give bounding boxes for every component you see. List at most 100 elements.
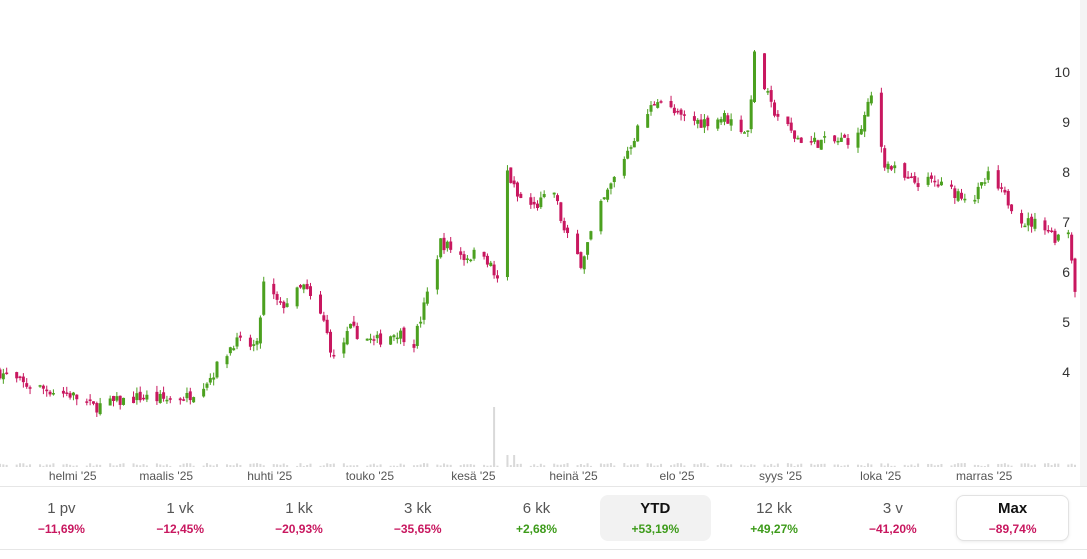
volume-bar bbox=[69, 464, 72, 467]
candle-body bbox=[649, 105, 653, 112]
range-button-1-day[interactable]: 1 pv −11,69% bbox=[6, 495, 117, 541]
candle-body bbox=[365, 338, 369, 341]
volume-bar bbox=[279, 464, 282, 467]
volume-bar bbox=[29, 464, 32, 467]
volume-bar bbox=[940, 463, 943, 467]
candle-body bbox=[485, 255, 489, 265]
volume-bar bbox=[536, 465, 539, 467]
range-button-3-years[interactable]: 3 v −41,20% bbox=[837, 495, 948, 541]
candle-body bbox=[926, 176, 930, 185]
candle-body bbox=[936, 184, 940, 187]
range-label: Max bbox=[998, 500, 1028, 517]
candle-body bbox=[342, 342, 346, 354]
volume-bar bbox=[473, 464, 476, 467]
candle-body bbox=[679, 109, 683, 115]
range-button-1-week[interactable]: 1 vk −12,45% bbox=[125, 495, 236, 541]
range-label: 1 kk bbox=[285, 500, 313, 517]
volume-bar bbox=[653, 465, 656, 467]
volume-bar bbox=[983, 465, 986, 467]
candlestick-chart[interactable]: 4 5 6 7 8 9 10 helmi '25 maalis '25 huht… bbox=[0, 0, 1087, 486]
candle-body bbox=[763, 53, 767, 90]
candle-body bbox=[929, 175, 933, 179]
candle-body bbox=[799, 137, 803, 143]
candle-body bbox=[435, 259, 439, 290]
volume-bar bbox=[700, 463, 703, 467]
volume-bar bbox=[1043, 463, 1046, 467]
volume-bar bbox=[249, 463, 252, 467]
volume-bar bbox=[446, 464, 449, 467]
volume-bar bbox=[730, 464, 733, 467]
candle-body bbox=[589, 231, 593, 240]
candle-body bbox=[753, 51, 757, 103]
candle-body bbox=[602, 197, 606, 200]
candle-body bbox=[379, 333, 383, 345]
candle-body bbox=[185, 392, 189, 399]
volume-bar bbox=[1033, 464, 1036, 467]
volume-bar bbox=[566, 463, 569, 467]
candle-body bbox=[325, 319, 329, 333]
volume-bar bbox=[379, 464, 382, 467]
x-tick-label: helmi '25 bbox=[49, 469, 97, 483]
volume-bar bbox=[880, 463, 883, 467]
volume-bar bbox=[65, 463, 68, 467]
range-button-12-months[interactable]: 12 kk +49,27% bbox=[719, 495, 830, 541]
range-label: 3 v bbox=[882, 500, 903, 517]
candle-body bbox=[252, 344, 256, 346]
volume-bar bbox=[746, 465, 749, 467]
volume-bar bbox=[42, 465, 45, 467]
volume-bar bbox=[1057, 463, 1060, 467]
candle-body bbox=[322, 315, 326, 321]
candle-body bbox=[1, 373, 5, 380]
candle-body bbox=[769, 90, 773, 102]
range-button-max[interactable]: Max −89,74% bbox=[956, 495, 1070, 541]
candle-body bbox=[305, 283, 309, 289]
volume-bar bbox=[89, 463, 92, 467]
candle-body bbox=[345, 331, 349, 345]
candle-body bbox=[352, 321, 356, 326]
candle-body bbox=[582, 256, 586, 270]
range-button-6-months[interactable]: 6 kk +2,68% bbox=[481, 495, 592, 541]
candle-body bbox=[1023, 225, 1027, 228]
volume-bar bbox=[232, 465, 235, 467]
volume-bar bbox=[346, 465, 349, 467]
volume-bar bbox=[236, 463, 239, 467]
candle-body bbox=[238, 335, 242, 338]
volume-bar bbox=[790, 463, 793, 467]
candle-body bbox=[419, 321, 423, 324]
volume-bar bbox=[1010, 465, 1013, 467]
candle-body bbox=[863, 114, 867, 132]
volume-bar bbox=[1007, 464, 1010, 467]
candle-body bbox=[298, 285, 302, 288]
volume-bar bbox=[533, 464, 536, 467]
volume-bar bbox=[716, 465, 719, 467]
candle-body bbox=[699, 119, 703, 128]
volume-spike bbox=[493, 407, 496, 467]
range-button-ytd[interactable]: YTD +53,19% bbox=[599, 495, 711, 541]
volume-bar bbox=[332, 463, 335, 467]
volume-bar bbox=[1050, 465, 1053, 467]
candle-body bbox=[1000, 187, 1004, 189]
candle-body bbox=[439, 238, 443, 258]
candle-body bbox=[68, 393, 72, 398]
price-chart[interactable]: 4 5 6 7 8 9 10 helmi '25 maalis '25 huht… bbox=[0, 0, 1087, 486]
candle-body bbox=[509, 167, 513, 183]
range-button-3-months[interactable]: 3 kk −35,65% bbox=[362, 495, 473, 541]
candle-body bbox=[599, 200, 603, 232]
candle-body bbox=[953, 188, 957, 198]
volume-bar bbox=[486, 465, 489, 467]
range-button-1-month[interactable]: 1 kk −20,93% bbox=[244, 495, 355, 541]
candle-body bbox=[659, 101, 663, 103]
volume-bar bbox=[483, 464, 486, 467]
candle-body bbox=[746, 130, 750, 132]
volume-bar bbox=[646, 463, 649, 467]
candle-body bbox=[949, 184, 953, 187]
volume-bar bbox=[202, 465, 205, 467]
volume-bar bbox=[369, 464, 372, 467]
candle-body bbox=[425, 291, 429, 304]
volume-bar bbox=[19, 463, 22, 467]
candle-body bbox=[836, 140, 840, 143]
volume-bar bbox=[15, 464, 18, 467]
candle-body bbox=[61, 390, 65, 394]
volume-bar bbox=[576, 465, 579, 467]
volume-bar bbox=[422, 463, 425, 467]
